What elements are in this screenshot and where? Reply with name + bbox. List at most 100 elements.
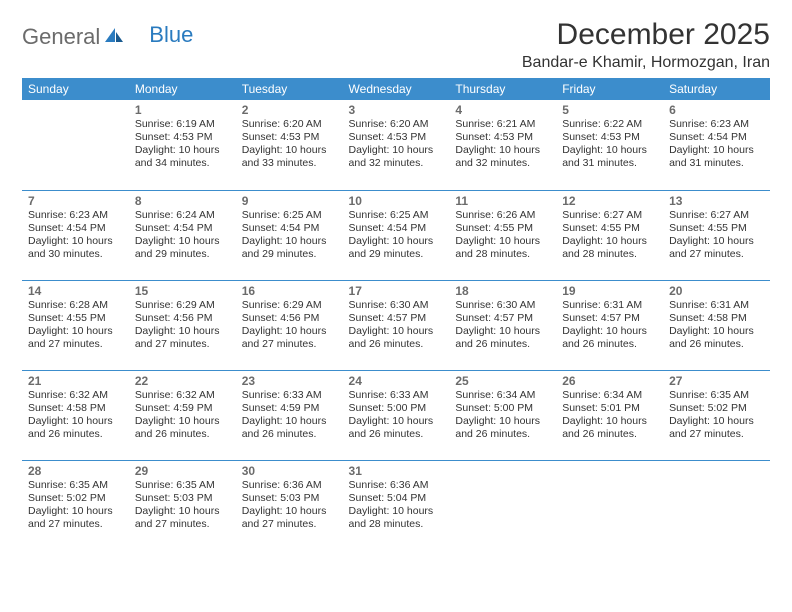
- info-line: Sunrise: 6:29 AM: [135, 299, 230, 312]
- info-line: Sunrise: 6:36 AM: [242, 479, 337, 492]
- day-info: Sunrise: 6:36 AMSunset: 5:03 PMDaylight:…: [242, 479, 337, 532]
- info-line: Sunrise: 6:31 AM: [562, 299, 657, 312]
- info-line: Daylight: 10 hours: [349, 325, 444, 338]
- info-line: Sunset: 4:55 PM: [455, 222, 550, 235]
- info-line: Sunrise: 6:30 AM: [455, 299, 550, 312]
- calendar-cell: 10Sunrise: 6:25 AMSunset: 4:54 PMDayligh…: [343, 190, 450, 280]
- info-line: and 26 minutes.: [28, 428, 123, 441]
- day-number: 11: [455, 194, 550, 208]
- info-line: Sunset: 4:55 PM: [669, 222, 764, 235]
- day-number: 15: [135, 284, 230, 298]
- day-number: 5: [562, 103, 657, 117]
- info-line: and 27 minutes.: [669, 248, 764, 261]
- calendar-cell: 25Sunrise: 6:34 AMSunset: 5:00 PMDayligh…: [449, 370, 556, 460]
- day-info: Sunrise: 6:33 AMSunset: 5:00 PMDaylight:…: [349, 389, 444, 442]
- day-number: 4: [455, 103, 550, 117]
- info-line: Sunrise: 6:28 AM: [28, 299, 123, 312]
- page-title: December 2025: [522, 18, 770, 52]
- info-line: and 28 minutes.: [562, 248, 657, 261]
- info-line: Daylight: 10 hours: [562, 144, 657, 157]
- info-line: and 26 minutes.: [135, 428, 230, 441]
- day-info: Sunrise: 6:33 AMSunset: 4:59 PMDaylight:…: [242, 389, 337, 442]
- info-line: and 26 minutes.: [455, 338, 550, 351]
- info-line: Sunrise: 6:26 AM: [455, 209, 550, 222]
- day-info: Sunrise: 6:25 AMSunset: 4:54 PMDaylight:…: [349, 209, 444, 262]
- day-info: Sunrise: 6:35 AMSunset: 5:02 PMDaylight:…: [28, 479, 123, 532]
- info-line: Sunset: 4:58 PM: [669, 312, 764, 325]
- calendar-cell: 28Sunrise: 6:35 AMSunset: 5:02 PMDayligh…: [22, 460, 129, 550]
- info-line: Daylight: 10 hours: [669, 415, 764, 428]
- day-number: 13: [669, 194, 764, 208]
- info-line: Sunrise: 6:33 AM: [242, 389, 337, 402]
- info-line: Sunrise: 6:32 AM: [28, 389, 123, 402]
- info-line: Sunrise: 6:25 AM: [242, 209, 337, 222]
- day-number: 12: [562, 194, 657, 208]
- info-line: Sunset: 4:54 PM: [28, 222, 123, 235]
- info-line: and 26 minutes.: [562, 338, 657, 351]
- calendar-cell: 11Sunrise: 6:26 AMSunset: 4:55 PMDayligh…: [449, 190, 556, 280]
- info-line: Sunset: 4:56 PM: [135, 312, 230, 325]
- info-line: Sunrise: 6:23 AM: [28, 209, 123, 222]
- day-info: Sunrise: 6:34 AMSunset: 5:01 PMDaylight:…: [562, 389, 657, 442]
- day-info: Sunrise: 6:20 AMSunset: 4:53 PMDaylight:…: [242, 118, 337, 171]
- info-line: Daylight: 10 hours: [349, 235, 444, 248]
- info-line: Daylight: 10 hours: [349, 505, 444, 518]
- info-line: and 28 minutes.: [455, 248, 550, 261]
- info-line: and 26 minutes.: [349, 428, 444, 441]
- info-line: Daylight: 10 hours: [455, 325, 550, 338]
- calendar-cell: 4Sunrise: 6:21 AMSunset: 4:53 PMDaylight…: [449, 100, 556, 190]
- info-line: Sunset: 4:54 PM: [135, 222, 230, 235]
- info-line: Sunrise: 6:35 AM: [28, 479, 123, 492]
- day-info: Sunrise: 6:23 AMSunset: 4:54 PMDaylight:…: [28, 209, 123, 262]
- day-number: 23: [242, 374, 337, 388]
- calendar-cell: 20Sunrise: 6:31 AMSunset: 4:58 PMDayligh…: [663, 280, 770, 370]
- info-line: Sunset: 5:02 PM: [669, 402, 764, 415]
- info-line: Daylight: 10 hours: [28, 505, 123, 518]
- location-text: Bandar-e Khamir, Hormozgan, Iran: [522, 54, 770, 72]
- calendar-body: 1Sunrise: 6:19 AMSunset: 4:53 PMDaylight…: [22, 100, 770, 550]
- day-number: 27: [669, 374, 764, 388]
- day-info: Sunrise: 6:28 AMSunset: 4:55 PMDaylight:…: [28, 299, 123, 352]
- info-line: Sunset: 4:59 PM: [135, 402, 230, 415]
- day-info: Sunrise: 6:31 AMSunset: 4:57 PMDaylight:…: [562, 299, 657, 352]
- info-line: Daylight: 10 hours: [242, 144, 337, 157]
- calendar-cell: [22, 100, 129, 190]
- calendar-cell: [449, 460, 556, 550]
- day-number: 21: [28, 374, 123, 388]
- weekday-header: Friday: [556, 78, 663, 100]
- calendar-cell: 24Sunrise: 6:33 AMSunset: 5:00 PMDayligh…: [343, 370, 450, 460]
- calendar-cell: 18Sunrise: 6:30 AMSunset: 4:57 PMDayligh…: [449, 280, 556, 370]
- weekday-header: Tuesday: [236, 78, 343, 100]
- info-line: Daylight: 10 hours: [669, 325, 764, 338]
- info-line: Daylight: 10 hours: [135, 144, 230, 157]
- day-info: Sunrise: 6:27 AMSunset: 4:55 PMDaylight:…: [669, 209, 764, 262]
- info-line: and 31 minutes.: [669, 157, 764, 170]
- info-line: and 27 minutes.: [242, 518, 337, 531]
- info-line: and 26 minutes.: [242, 428, 337, 441]
- info-line: Daylight: 10 hours: [562, 235, 657, 248]
- info-line: Sunrise: 6:27 AM: [669, 209, 764, 222]
- calendar-cell: 13Sunrise: 6:27 AMSunset: 4:55 PMDayligh…: [663, 190, 770, 280]
- day-number: 25: [455, 374, 550, 388]
- calendar-cell: 23Sunrise: 6:33 AMSunset: 4:59 PMDayligh…: [236, 370, 343, 460]
- day-number: 14: [28, 284, 123, 298]
- info-line: Sunset: 4:54 PM: [349, 222, 444, 235]
- info-line: and 27 minutes.: [669, 428, 764, 441]
- calendar-cell: 6Sunrise: 6:23 AMSunset: 4:54 PMDaylight…: [663, 100, 770, 190]
- info-line: and 29 minutes.: [135, 248, 230, 261]
- day-number: 10: [349, 194, 444, 208]
- calendar-cell: [556, 460, 663, 550]
- day-info: Sunrise: 6:27 AMSunset: 4:55 PMDaylight:…: [562, 209, 657, 262]
- day-number: 8: [135, 194, 230, 208]
- info-line: Daylight: 10 hours: [28, 325, 123, 338]
- info-line: Sunrise: 6:34 AM: [562, 389, 657, 402]
- info-line: Daylight: 10 hours: [349, 415, 444, 428]
- calendar-row: 1Sunrise: 6:19 AMSunset: 4:53 PMDaylight…: [22, 100, 770, 190]
- info-line: Sunset: 4:53 PM: [135, 131, 230, 144]
- day-number: 9: [242, 194, 337, 208]
- sail-icon: [103, 24, 125, 50]
- calendar-row: 14Sunrise: 6:28 AMSunset: 4:55 PMDayligh…: [22, 280, 770, 370]
- day-number: 7: [28, 194, 123, 208]
- info-line: Daylight: 10 hours: [669, 144, 764, 157]
- info-line: Sunset: 5:00 PM: [455, 402, 550, 415]
